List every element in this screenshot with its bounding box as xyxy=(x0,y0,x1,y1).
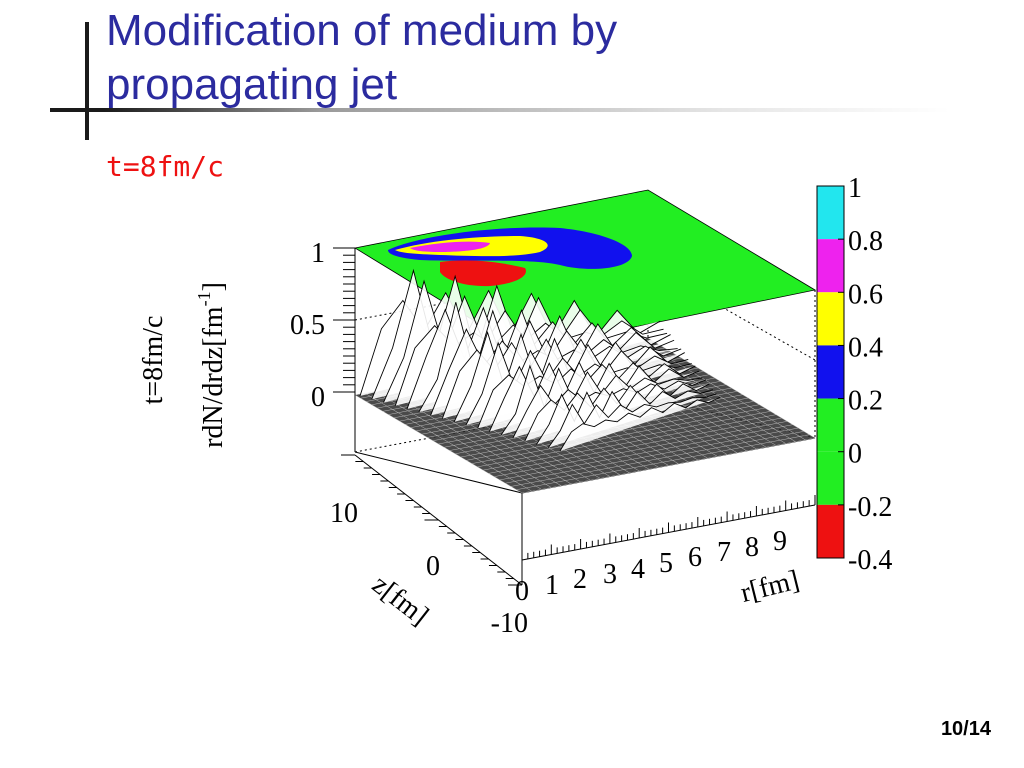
colorbar-swatch xyxy=(817,452,844,505)
y-tick-label: -10 xyxy=(491,608,528,639)
x-tick-label: 8 xyxy=(745,532,759,563)
colorbar-swatch xyxy=(817,399,844,452)
colorbar-tick-label: -0.2 xyxy=(848,492,892,523)
z-axis-title-line1: t=8fm/c xyxy=(138,316,169,405)
x-axis-title: r[fm] xyxy=(738,565,803,609)
z-tick-label: 1 xyxy=(311,238,325,269)
colorbar-tick-label: -0.4 xyxy=(848,545,892,576)
x-tick-label: 0 xyxy=(515,576,529,607)
colorbar-tick-label: 0.8 xyxy=(848,226,883,257)
x-tick-label: 6 xyxy=(688,542,702,573)
x-tick-label: 5 xyxy=(659,548,673,579)
x-tick-label: 1 xyxy=(545,570,559,601)
colorbar-swatch xyxy=(817,239,844,292)
slide-number: 10/14 xyxy=(941,718,991,741)
colorbar-tick-label: 0.6 xyxy=(848,279,883,310)
x-tick-label: 4 xyxy=(631,554,645,585)
z-tick-label: 0.5 xyxy=(290,310,325,341)
colorbar-labels: 1 0.8 0.6 0.4 0.2 0 -0.2 -0.4 xyxy=(838,173,892,576)
x-tick-label: 7 xyxy=(717,537,731,568)
colorbar-tick-label: 1 xyxy=(848,173,862,204)
colorbar-swatch xyxy=(817,292,844,345)
x-tick-label: 9 xyxy=(773,526,787,557)
y-tick-label: 0 xyxy=(426,551,440,582)
z-axis xyxy=(333,248,355,452)
colorbar-swatch xyxy=(817,345,844,398)
colorbar-swatch xyxy=(817,505,844,558)
y-tick-label: 10 xyxy=(330,498,358,529)
z-axis-title-line2: rdN/drdz[fm-1] xyxy=(194,282,229,448)
colorbar-swatch xyxy=(817,186,844,239)
colorbar-tick-label: 0.4 xyxy=(848,332,883,363)
colorbar-tick-label: 0 xyxy=(848,439,862,470)
z-tick-label: 0 xyxy=(311,382,325,413)
colorbar-tick-label: 0.2 xyxy=(848,386,883,417)
x-tick-label: 3 xyxy=(603,559,617,590)
y-axis-title: z[fm] xyxy=(366,569,434,632)
colorbar xyxy=(817,186,844,558)
x-tick-label: 2 xyxy=(573,564,587,595)
